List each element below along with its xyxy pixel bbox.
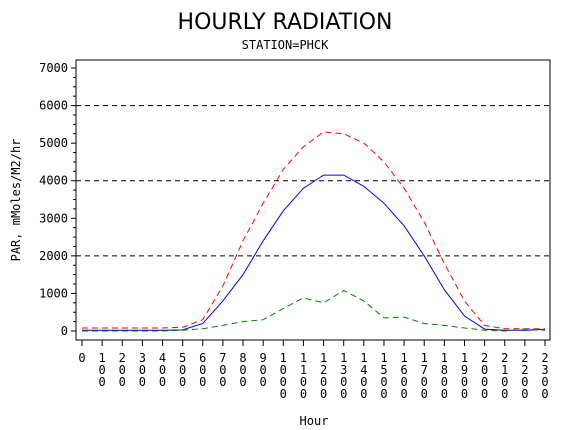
x-axis-title: Hour bbox=[300, 414, 329, 428]
y-tick-label: 0 bbox=[61, 324, 68, 338]
x-axis: 0 1 0 0 2 0 0 3 0 0 4 0 0 5 0 0 6 0 0 7 0 0 8 0 0 9 0 0 1 0 0 0 1 1 0 0 1 2 0 0… bbox=[78, 340, 549, 401]
y-tick-label: 7000 bbox=[39, 61, 68, 75]
y-axis: 0 1000 2000 3000 4000 5000 6000 7000 bbox=[39, 61, 76, 338]
y-tick-label: 5000 bbox=[39, 136, 68, 150]
y-tick-label: 4000 bbox=[39, 174, 68, 188]
series-lines bbox=[82, 131, 546, 332]
y-tick-label: 2000 bbox=[39, 249, 68, 263]
y-axis-title: PAR, mMoles/M2/hr bbox=[9, 139, 23, 262]
y-tick-label: 3000 bbox=[39, 211, 68, 225]
series-line-2 bbox=[82, 174, 546, 331]
series-line-1 bbox=[82, 131, 545, 330]
reference-lines bbox=[76, 105, 550, 257]
plot-frame bbox=[75, 59, 551, 341]
chart-subtitle: STATION=PHCK bbox=[242, 38, 329, 52]
series-line-3 bbox=[82, 289, 546, 332]
y-tick-label: 6000 bbox=[39, 99, 68, 113]
y-tick-label: 1000 bbox=[39, 286, 68, 300]
chart-title: HOURLY RADIATION bbox=[178, 10, 393, 35]
x-tick-label: 0 bbox=[78, 351, 85, 365]
